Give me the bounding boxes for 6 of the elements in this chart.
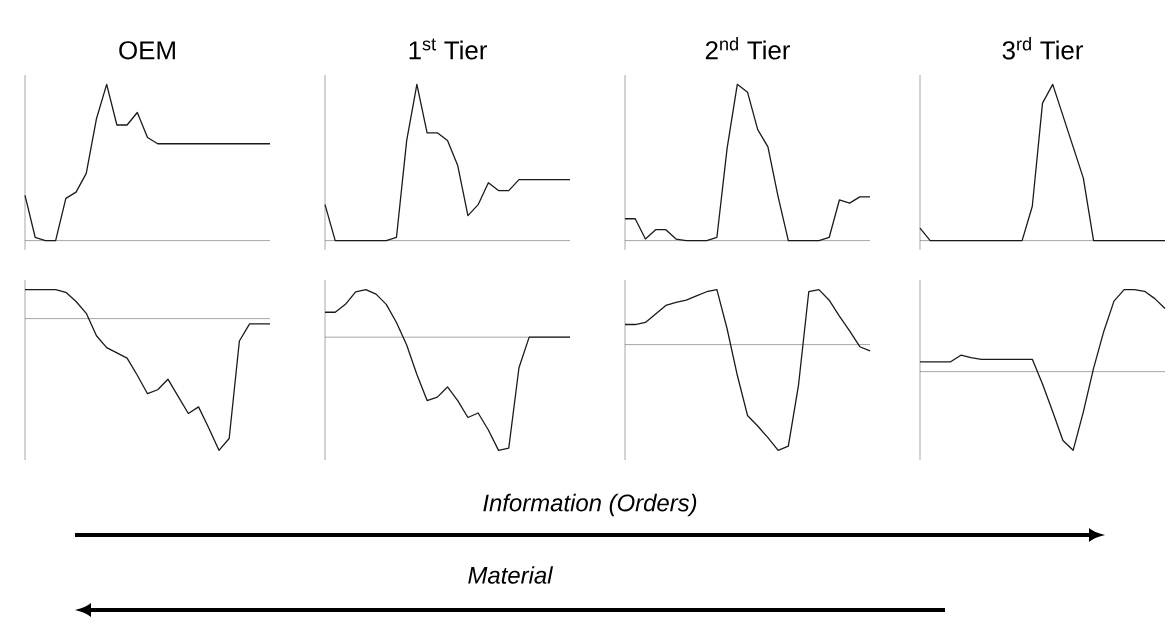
chart-title: 1$^{st}$ Tier [409,38,488,60]
chart-title: OEM [119,41,175,60]
chart-title: 2$^{nd}$ Tier [705,37,791,60]
text: Information (Orders) [483,493,697,517]
text: Material [468,566,554,584]
chart-title: 3$^{rd}$ Tier [1002,37,1084,60]
